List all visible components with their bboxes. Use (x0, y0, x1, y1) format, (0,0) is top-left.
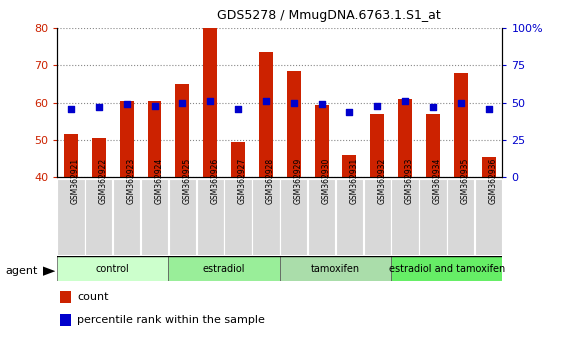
Point (206, 98, 215, 104)
Bar (60, 291, 71, 303)
Bar (454, 73, 468, 177)
Point (66, 106, 75, 112)
Text: GSM362931: GSM362931 (349, 158, 359, 204)
Bar (280, 179, 307, 255)
Bar (64, 134, 78, 177)
Text: percentile rank within the sample: percentile rank within the sample (77, 315, 265, 325)
Bar (85, 179, 112, 255)
Point (400, 98, 409, 104)
Bar (252, 179, 280, 255)
Text: GSM362927: GSM362927 (238, 158, 247, 204)
Text: GSM362930: GSM362930 (321, 158, 331, 204)
Bar (370, 114, 384, 177)
Bar (113, 179, 140, 255)
Bar (141, 179, 168, 255)
Bar (287, 71, 301, 177)
Point (484, 106, 493, 112)
Bar (60, 314, 71, 326)
Bar (120, 101, 134, 177)
Bar (196, 179, 224, 255)
Point (150, 103, 159, 108)
Point (122, 101, 131, 107)
Text: GSM362922: GSM362922 (99, 158, 108, 204)
Point (262, 98, 271, 104)
Text: GSM362932: GSM362932 (377, 158, 386, 204)
Text: control: control (96, 264, 130, 274)
Point (234, 106, 243, 112)
Text: GSM362928: GSM362928 (266, 158, 275, 204)
Text: count: count (77, 292, 108, 302)
Bar (475, 179, 502, 255)
Bar (343, 155, 356, 177)
Bar (398, 99, 412, 177)
Bar (168, 256, 280, 281)
Bar (315, 104, 328, 177)
Bar (391, 256, 502, 281)
Bar (447, 179, 475, 255)
Text: GSM362935: GSM362935 (461, 158, 470, 204)
Text: GSM362929: GSM362929 (293, 158, 303, 204)
Text: estradiol: estradiol (203, 264, 246, 274)
Bar (280, 256, 391, 281)
Point (94, 104, 103, 110)
Text: GSM362933: GSM362933 (405, 158, 414, 204)
Bar (426, 114, 440, 177)
Bar (92, 138, 106, 177)
Bar (203, 28, 217, 177)
Point (289, 100, 298, 105)
Text: GSM362921: GSM362921 (71, 158, 80, 204)
Point (428, 104, 437, 110)
Bar (308, 179, 335, 255)
Text: GSM362926: GSM362926 (210, 158, 219, 204)
Point (345, 109, 354, 114)
Bar (224, 179, 252, 255)
Bar (481, 156, 496, 177)
Bar (391, 179, 419, 255)
Bar (147, 101, 162, 177)
Bar (168, 179, 196, 255)
Bar (57, 256, 168, 281)
Text: GSM362936: GSM362936 (489, 158, 497, 204)
Text: GDS5278 / MmugDNA.6763.1.S1_at: GDS5278 / MmugDNA.6763.1.S1_at (217, 9, 441, 22)
Point (317, 101, 326, 107)
Bar (259, 52, 273, 177)
Point (373, 103, 382, 108)
Bar (419, 179, 447, 255)
Text: GSM362924: GSM362924 (155, 158, 163, 204)
Text: GSM362934: GSM362934 (433, 158, 442, 204)
Text: GSM362925: GSM362925 (182, 158, 191, 204)
Text: tamoxifen: tamoxifen (311, 264, 360, 274)
Point (178, 100, 187, 105)
Text: agent: agent (6, 266, 38, 276)
Bar (57, 179, 85, 255)
Bar (336, 179, 363, 255)
Point (456, 100, 465, 105)
Text: GSM362923: GSM362923 (127, 158, 136, 204)
Text: estradiol and tamoxifen: estradiol and tamoxifen (389, 264, 505, 274)
Bar (175, 84, 190, 177)
Bar (364, 179, 391, 255)
Polygon shape (43, 267, 55, 276)
Bar (231, 142, 245, 177)
